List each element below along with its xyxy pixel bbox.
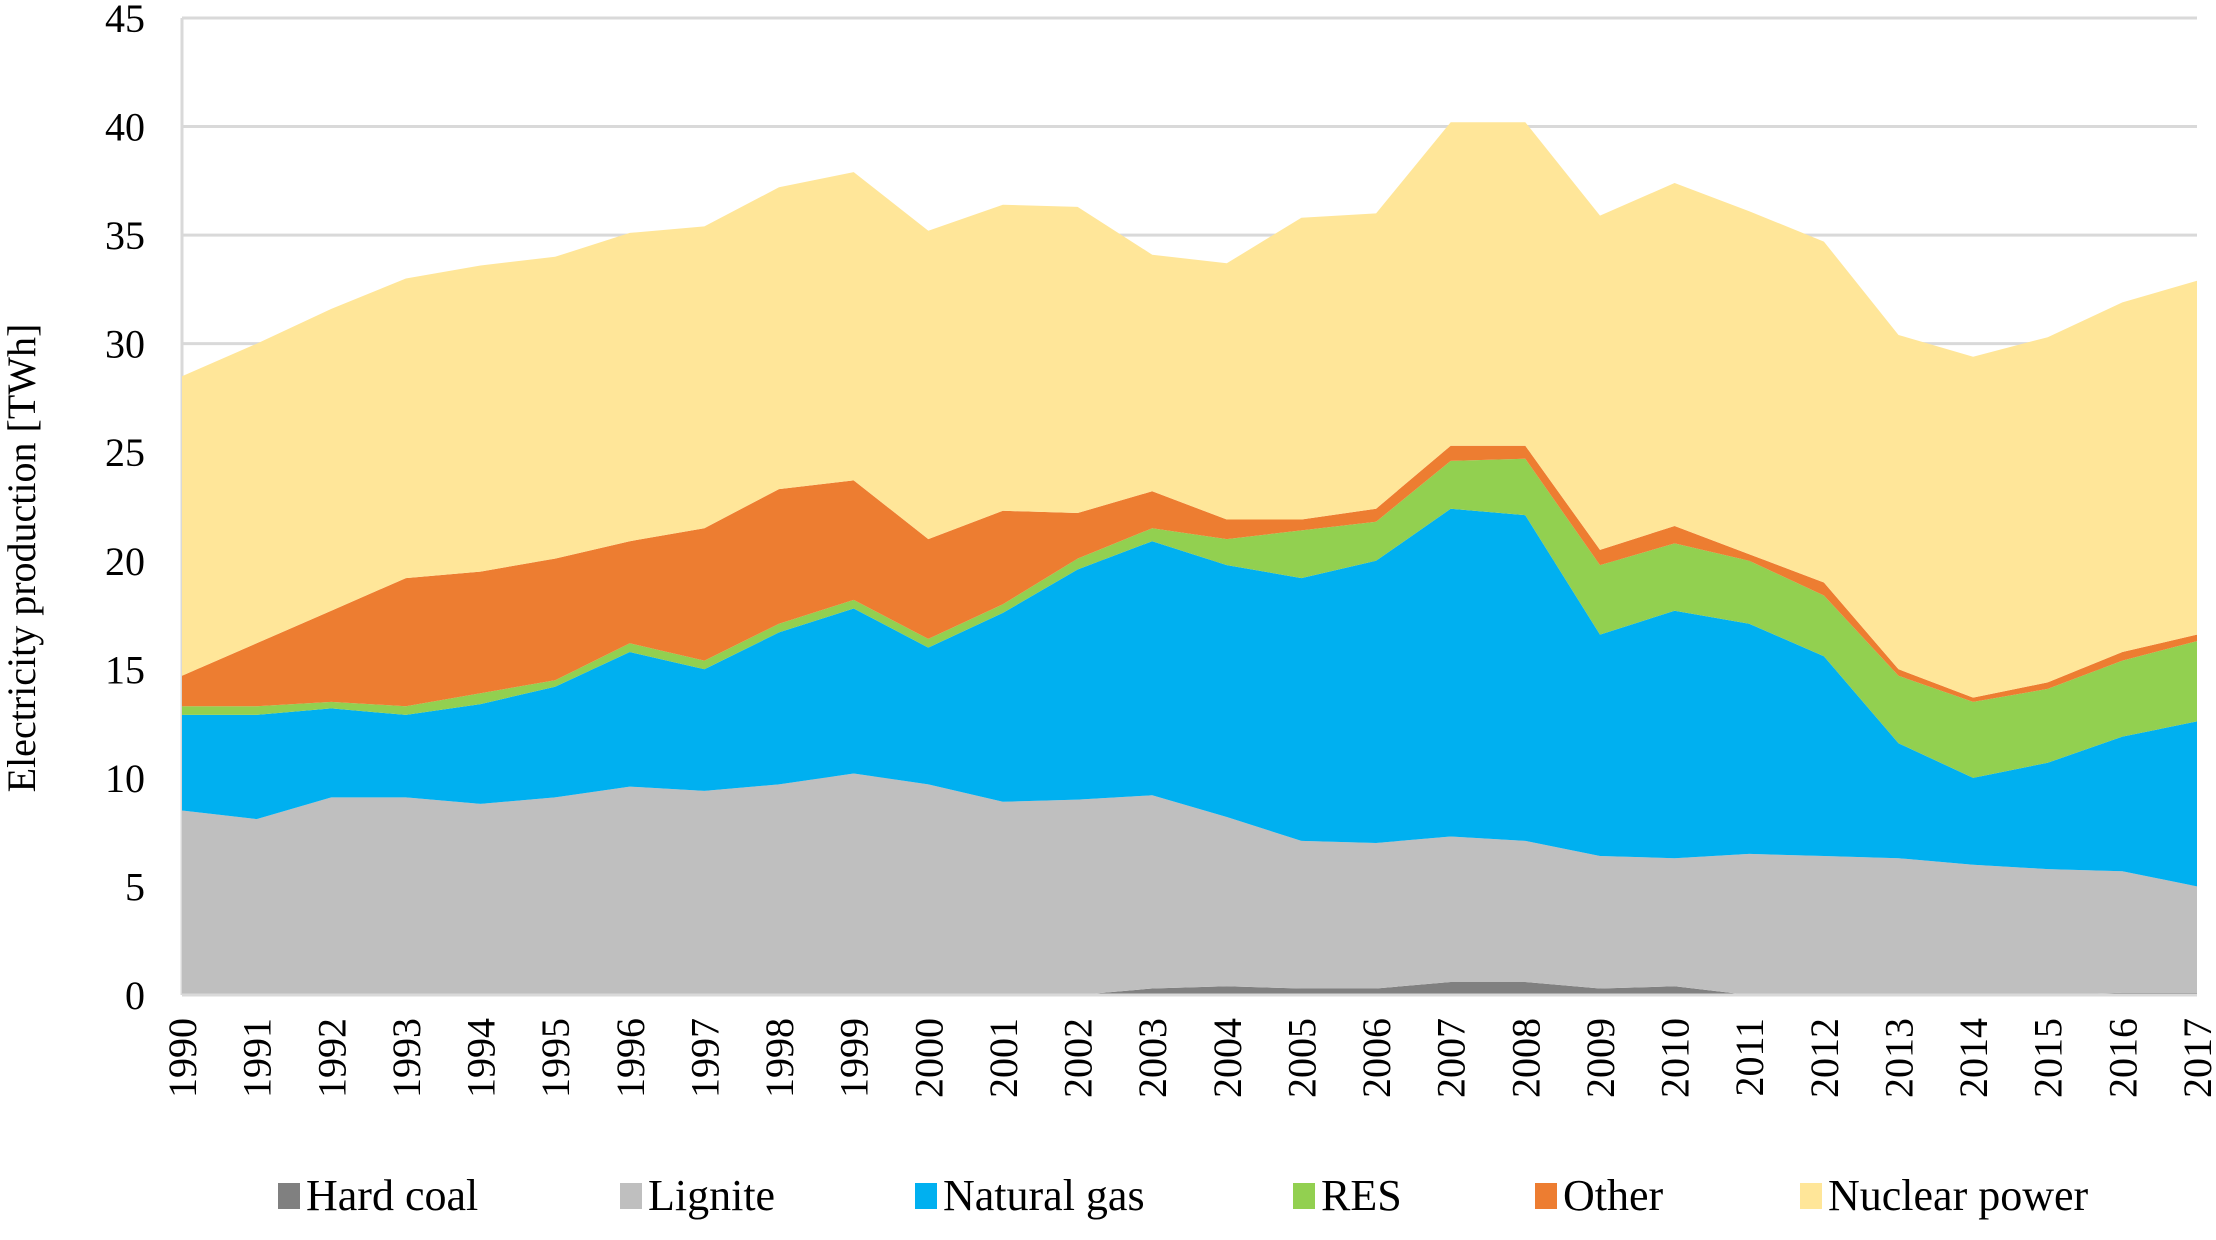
y-tick-label: 25 — [105, 430, 145, 475]
legend-swatch — [278, 1182, 300, 1209]
x-tick-label: 2017 — [2175, 1018, 2216, 1098]
x-tick-label: 1994 — [459, 1018, 504, 1098]
legend-item-other: Other — [1535, 1170, 1663, 1221]
x-tick-label: 2007 — [1429, 1018, 1474, 1098]
x-tick-label: 2009 — [1578, 1018, 1623, 1098]
legend-swatch — [915, 1182, 937, 1209]
legend-label: Natural gas — [943, 1171, 1145, 1220]
x-tick-label: 2014 — [1951, 1018, 1996, 1098]
area-nuclear-power — [182, 122, 2197, 698]
x-tick-label: 2013 — [1876, 1018, 1921, 1098]
area-other — [182, 445, 2197, 707]
x-tick-label: 2002 — [1056, 1018, 1101, 1098]
x-tick-label: 1992 — [309, 1018, 354, 1098]
x-tick-label: 2016 — [2100, 1018, 2145, 1098]
x-tick-label: 1997 — [682, 1018, 727, 1098]
legend: Hard coal Lignite Natural gas RES Other Nucle… — [0, 1170, 2216, 1240]
y-tick-label: 45 — [105, 0, 145, 41]
legend-item-hard-coal: Hard coal — [278, 1170, 478, 1221]
legend-item-res: RES — [1293, 1170, 1402, 1221]
legend-label: Hard coal — [306, 1171, 479, 1220]
y-tick-label: 10 — [105, 756, 145, 801]
x-tick-label: 2011 — [1727, 1018, 1772, 1097]
x-tick-label: 2001 — [981, 1018, 1026, 1098]
area-lignite — [182, 773, 2197, 995]
x-tick-label: 2012 — [1802, 1018, 1847, 1098]
area-res — [182, 458, 2197, 778]
x-tick-label: 1996 — [608, 1018, 653, 1098]
legend-swatch — [1800, 1182, 1822, 1209]
legend-label: RES — [1321, 1171, 1402, 1220]
legend-label: Lignite — [648, 1171, 776, 1220]
x-tick-label: 2006 — [1354, 1018, 1399, 1098]
x-tick-label: 1993 — [384, 1018, 429, 1098]
legend-label: Other — [1563, 1171, 1664, 1220]
x-tick-label: 2000 — [906, 1018, 951, 1098]
x-tick-label: 1999 — [832, 1018, 877, 1098]
y-tick-label: 30 — [105, 322, 145, 367]
y-tick-label: 35 — [105, 213, 145, 258]
y-tick-label: 0 — [125, 973, 145, 1018]
area-hard-coal — [182, 982, 2197, 995]
y-tick-label: 40 — [105, 105, 145, 150]
legend-item-nuclear-power: Nuclear power — [1800, 1170, 2088, 1221]
y-axis-label: Electricity production [TWh] — [0, 324, 44, 793]
series-areas — [182, 122, 2197, 997]
legend-label: Nuclear power — [1828, 1171, 2089, 1220]
legend-swatch — [620, 1182, 642, 1209]
x-tick-label: 2008 — [1503, 1018, 1548, 1098]
x-tick-label: 2005 — [1279, 1018, 1324, 1098]
x-tick-label: 2004 — [1205, 1018, 1250, 1098]
legend-swatch — [1535, 1182, 1557, 1209]
x-tick-label: 2003 — [1130, 1018, 1175, 1098]
area-natural-gas — [182, 508, 2197, 887]
x-tick-label: 1995 — [533, 1018, 578, 1098]
y-tick-label: 15 — [105, 647, 145, 692]
legend-item-lignite: Lignite — [620, 1170, 775, 1221]
x-tick-label: 2010 — [1653, 1018, 1698, 1098]
x-tick-label: 1998 — [757, 1018, 802, 1098]
legend-item-natural-gas: Natural gas — [915, 1170, 1145, 1221]
x-tick-label: 2015 — [2026, 1018, 2071, 1098]
x-axis-ticks: 1990 1991 1992 1993 1994 1995 1996 1997 1998 1999… — [160, 1018, 2216, 1098]
legend-swatch — [1293, 1182, 1315, 1209]
x-tick-label: 1990 — [160, 1018, 205, 1098]
y-tick-label: 20 — [105, 539, 145, 584]
y-tick-label: 5 — [125, 864, 145, 909]
x-tick-label: 1991 — [235, 1018, 280, 1098]
y-axis-ticks: 0 5 10 15 20 25 30 35 40 45 — [105, 0, 145, 1018]
